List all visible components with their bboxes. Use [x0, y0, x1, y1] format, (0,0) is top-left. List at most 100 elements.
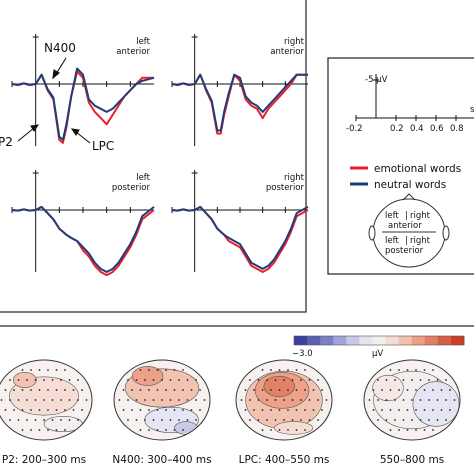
electrode-dot: [377, 419, 379, 421]
electrode-dot: [38, 389, 41, 391]
electrode-dot: [261, 429, 264, 431]
electrode-dot: [148, 369, 150, 371]
electrode-dot: [21, 429, 24, 431]
electrode-dot: [47, 369, 49, 371]
colorbar: [293, 335, 465, 346]
electrode-dot: [68, 379, 71, 381]
electrode-dot: [47, 409, 49, 411]
component-label-p2: P2: [0, 135, 13, 149]
electrode-dot: [389, 369, 392, 371]
electrode-dot: [156, 409, 159, 411]
electrode-dot: [449, 389, 451, 391]
electrode-dot: [432, 369, 434, 371]
electrode-dot: [64, 389, 66, 391]
electrode-dot: [406, 369, 409, 371]
electrode-dot: [402, 419, 405, 421]
lpc-arrowhead: [70, 128, 80, 137]
electrode-dot: [144, 419, 146, 421]
electrode-dot: [55, 409, 58, 411]
electrode-dot: [291, 379, 294, 381]
electrode-dot: [278, 389, 281, 391]
electrode-dot: [304, 429, 306, 431]
n400-arrowhead: [52, 69, 60, 80]
electrode-dot: [55, 389, 58, 391]
electrode-dot: [300, 379, 302, 381]
electrode-dot: [253, 389, 255, 391]
electrode-dot: [139, 429, 142, 431]
colorbar-step-6: [372, 336, 386, 345]
electrode-dot: [161, 399, 163, 401]
electrode-dot: [38, 369, 41, 371]
colorbar-step-11: [437, 336, 452, 345]
electrode-dot: [411, 399, 413, 401]
panel-ra-label-line2: anterior: [270, 47, 304, 57]
electrode-dot: [47, 429, 49, 431]
electrode-dot: [161, 379, 163, 381]
electrode-dot: [436, 419, 439, 421]
component-label-n400: N400: [44, 41, 76, 55]
electrode-dot: [182, 369, 184, 371]
electrode-dot: [440, 409, 443, 411]
head-top-right: right: [410, 211, 431, 221]
electrode-dot: [287, 389, 289, 391]
electrode-dot: [423, 429, 426, 431]
electrode-dot: [51, 399, 54, 401]
electrode-dot: [274, 399, 277, 401]
electrode-dot: [295, 429, 298, 431]
electrode-dot: [47, 389, 49, 391]
electrode-dot: [445, 379, 447, 381]
electrode-dot: [85, 399, 88, 401]
head-left-ear: [368, 225, 376, 241]
electrode-dot: [186, 399, 189, 401]
electrode-dot: [295, 389, 298, 391]
legend-label-neutral: neutral words: [374, 179, 446, 191]
topomap-1-caption: N400: 300–400 ms: [112, 454, 211, 466]
electrode-dot: [199, 409, 201, 411]
electrode-dot: [195, 399, 197, 401]
electrode-dot: [398, 389, 400, 391]
electrode-dot: [68, 419, 71, 421]
electrode-dot: [156, 369, 159, 371]
electrode-dot: [161, 419, 163, 421]
electrode-dot: [17, 379, 20, 381]
electrode-dot: [182, 389, 184, 391]
electrode-dot: [77, 419, 79, 421]
electrode-dot: [68, 399, 71, 401]
electrode-dot: [148, 429, 150, 431]
electrode-dot: [186, 379, 189, 381]
head-top-sep: |: [405, 211, 408, 221]
electrode-dot: [308, 379, 311, 381]
electrode-dot: [381, 389, 383, 391]
electrode-dot: [411, 419, 413, 421]
electrode-dot: [165, 389, 167, 391]
electrode-dot: [300, 399, 302, 401]
electrode-dot: [139, 409, 142, 411]
electrode-dot: [249, 419, 251, 421]
electrode-dot: [266, 379, 268, 381]
electrode-dot: [295, 369, 298, 371]
electrode-dot: [127, 419, 129, 421]
topography-frame: [0, 325, 474, 327]
electrode-dot: [317, 379, 319, 381]
scale-x-tick-label-0: -0.2: [346, 124, 363, 134]
electrode-dot: [244, 409, 247, 411]
head-bottom-sep: |: [405, 236, 408, 246]
electrode-dot: [81, 389, 83, 391]
topomap-1: N400: 300–400 ms: [112, 359, 212, 466]
electrode-dot: [195, 419, 197, 421]
topomap-0-caption: P2: 200–300 ms: [2, 454, 86, 466]
electrode-dot: [244, 389, 247, 391]
electrode-dot: [178, 399, 180, 401]
scale-x-tick-label-4: 0.8: [450, 124, 464, 134]
electrode-dot: [402, 399, 405, 401]
electrode-dot: [30, 369, 32, 371]
electrode-dot: [156, 429, 159, 431]
panel-rp-label-line1: right: [284, 173, 305, 183]
electrode-dot: [270, 389, 272, 391]
electrode-dot: [173, 389, 176, 391]
electrode-dot: [428, 419, 430, 421]
electrode-dot: [398, 369, 400, 371]
head-top-region: anterior: [388, 221, 422, 231]
